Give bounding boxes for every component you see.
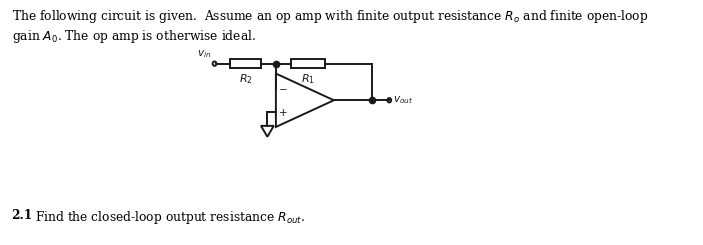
Text: 2.1: 2.1 (12, 209, 33, 222)
Polygon shape (276, 74, 334, 127)
Text: $v_{out}$: $v_{out}$ (393, 94, 413, 106)
Bar (291, 59, 325, 68)
Bar (230, 59, 262, 68)
Text: Find the closed-loop output resistance $R_{out}$.: Find the closed-loop output resistance $… (35, 209, 306, 226)
Polygon shape (261, 126, 273, 137)
Text: $+$: $+$ (278, 107, 288, 118)
Text: gain $A_0$. The op amp is otherwise ideal.: gain $A_0$. The op amp is otherwise idea… (12, 28, 256, 45)
Text: $R_1$: $R_1$ (302, 72, 315, 86)
Text: $R_2$: $R_2$ (239, 72, 252, 86)
Text: $-$: $-$ (278, 84, 288, 93)
Text: $v_{in}$: $v_{in}$ (197, 48, 211, 60)
Text: The following circuit is given.  Assume an op amp with finite output resistance : The following circuit is given. Assume a… (12, 8, 648, 25)
